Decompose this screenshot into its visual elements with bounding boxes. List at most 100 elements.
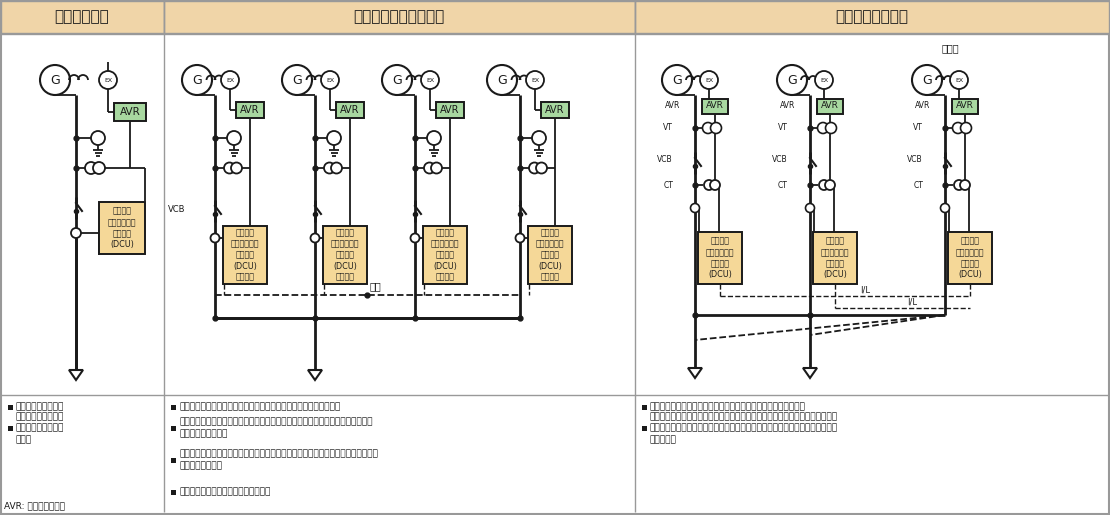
Bar (635, 1, 1109, 34)
Circle shape (704, 180, 714, 190)
Text: 並列冗長システムの場合、１台点検時や、故障停止した場合でも残りの発電装置で
給電継続が可能。: 並列冗長システムの場合、１台点検時や、故障停止した場合でも残りの発電装置で 給電… (179, 450, 377, 470)
Text: VT: VT (914, 124, 924, 132)
Circle shape (211, 233, 220, 243)
Circle shape (421, 71, 438, 89)
Text: 商用電源が停電した場合、全台数が起動し、同期をとり負荷を分担して給電する
並列冗長システム。: 商用電源が停電した場合、全台数が起動し、同期をとり負荷を分担して給電する 並列冗… (179, 418, 373, 438)
Circle shape (536, 163, 547, 174)
Text: EX: EX (226, 77, 234, 82)
Text: VCB: VCB (773, 156, 788, 164)
Text: EX: EX (705, 77, 713, 82)
Text: AVR: AVR (240, 105, 260, 115)
Text: VCB: VCB (657, 156, 673, 164)
Text: I/L: I/L (907, 298, 917, 306)
Text: G: G (50, 74, 60, 87)
Text: G: G (497, 74, 507, 87)
Text: G: G (292, 74, 302, 87)
Text: VT: VT (663, 124, 673, 132)
Bar (336, 102, 364, 118)
Circle shape (85, 162, 97, 174)
Text: 予備機: 予備機 (941, 43, 959, 53)
Circle shape (825, 180, 835, 190)
Circle shape (950, 71, 968, 89)
Text: デジタル
コントロール
ユニット
(DCU)
同期制御: デジタル コントロール ユニット (DCU) 同期制御 (536, 228, 564, 282)
Text: 商用電源が停電した場合でも予備機は停止状態とし、給電中の発電装置が故障
停止した場合、予備機が自動的に起動し、故障した発電装置の負荷へ給電する
システム。: 商用電源が停電した場合でも予備機は停止状態とし、給電中の発電装置が故障 停止した… (650, 412, 838, 444)
Bar (223, 226, 268, 284)
Circle shape (952, 123, 963, 133)
Polygon shape (69, 370, 83, 380)
Circle shape (817, 123, 828, 133)
Circle shape (819, 180, 829, 190)
Text: 伝送: 伝送 (370, 281, 381, 291)
Circle shape (526, 71, 544, 89)
Text: 複数の単機システムに対し、共通の予備機を１台設けたシステム: 複数の単機システムに対し、共通の予備機を１台設けたシステム (650, 403, 806, 411)
Bar (813, 232, 857, 284)
Circle shape (777, 65, 807, 95)
Text: G: G (673, 74, 682, 87)
Bar (236, 102, 264, 118)
Text: 発電装置１台で構成: 発電装置１台で構成 (16, 403, 64, 411)
Text: CT: CT (663, 180, 673, 190)
Text: AVR: AVR (441, 105, 460, 115)
Circle shape (710, 123, 722, 133)
Text: AVR: AVR (780, 101, 796, 111)
Circle shape (93, 162, 105, 174)
Text: デジタル
コントロール
ユニット
(DCU)
同期制御: デジタル コントロール ユニット (DCU) 同期制御 (331, 228, 360, 282)
Text: G: G (392, 74, 402, 87)
Text: EX: EX (955, 77, 963, 82)
Bar (171, 457, 175, 462)
Text: デジタル
コントロール
ユニット
(DCU): デジタル コントロール ユニット (DCU) (108, 207, 137, 249)
Circle shape (912, 65, 942, 95)
Text: AVR: AVR (916, 101, 930, 111)
Polygon shape (307, 370, 322, 380)
Text: G: G (922, 74, 932, 87)
Text: VT: VT (778, 124, 788, 132)
Bar (952, 98, 978, 113)
Bar (642, 404, 646, 409)
Polygon shape (803, 368, 817, 378)
Circle shape (815, 71, 832, 89)
Text: AVR: AVR (665, 101, 680, 111)
Text: CT: CT (778, 180, 788, 190)
Text: VCB: VCB (907, 156, 924, 164)
Text: 必要とする発電設備容量に対して１台分多い発電装置を並列に構成: 必要とする発電設備容量に対して１台分多い発電装置を並列に構成 (179, 403, 341, 411)
Text: シンプルなシステム
であり、安価な省ス
ペース: シンプルなシステム であり、安価な省ス ペース (16, 412, 64, 444)
Text: AVR: AVR (706, 101, 724, 111)
Text: G: G (787, 74, 797, 87)
Circle shape (331, 163, 342, 174)
Circle shape (40, 65, 70, 95)
Circle shape (311, 233, 320, 243)
Circle shape (91, 131, 105, 145)
Circle shape (532, 131, 546, 145)
Circle shape (221, 71, 239, 89)
Text: AVR: AVR (821, 101, 839, 111)
Bar (171, 404, 175, 409)
Bar (528, 226, 572, 284)
Bar (8, 425, 12, 431)
Bar (99, 202, 145, 254)
Circle shape (700, 71, 718, 89)
Circle shape (826, 123, 837, 133)
Text: AVR: AVR (120, 107, 140, 117)
Circle shape (321, 71, 339, 89)
Text: CT: CT (914, 180, 924, 190)
Bar (541, 102, 569, 118)
Circle shape (324, 163, 335, 174)
Circle shape (182, 65, 212, 95)
Bar (702, 98, 728, 113)
Circle shape (690, 203, 699, 213)
Bar (642, 425, 646, 431)
Bar (171, 425, 175, 431)
Circle shape (71, 228, 81, 238)
Circle shape (224, 163, 235, 174)
Circle shape (327, 131, 341, 145)
Bar (8, 404, 12, 409)
Circle shape (427, 131, 441, 145)
Circle shape (515, 233, 525, 243)
Bar (1, 1, 164, 34)
Circle shape (806, 203, 815, 213)
Circle shape (487, 65, 517, 95)
Text: デジタル
コントロール
ユニット
(DCU): デジタル コントロール ユニット (DCU) (706, 237, 734, 279)
Text: AVR: 自動電圧調整器: AVR: 自動電圧調整器 (4, 501, 65, 510)
Circle shape (282, 65, 312, 95)
Text: AVR: AVR (341, 105, 360, 115)
